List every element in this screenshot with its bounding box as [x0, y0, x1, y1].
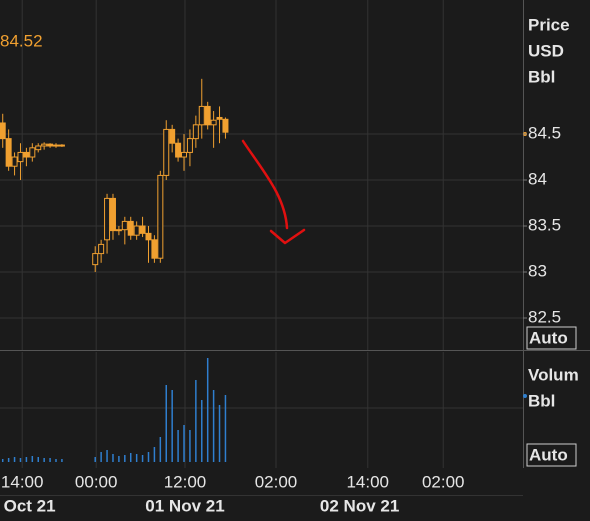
- last-price-label: 84.52: [0, 31, 43, 50]
- candle-body: [41, 143, 48, 147]
- x-tick-label: 02:00: [422, 472, 465, 491]
- x-tick-label: 00:00: [75, 472, 118, 491]
- axis-label: Bbl: [528, 67, 555, 86]
- candle-body: [145, 232, 152, 241]
- candle-body: [175, 142, 182, 158]
- y-tick-label: 83.5: [528, 215, 561, 234]
- x-tick-label: 12:00: [164, 472, 207, 491]
- candle-body: [29, 147, 36, 158]
- candle-body: [192, 124, 199, 140]
- auto-box: [526, 326, 577, 350]
- candle-body: [52, 144, 59, 147]
- candle-body: [121, 220, 128, 231]
- candle-body: [115, 229, 122, 232]
- candle-body: [127, 220, 134, 236]
- candle-body: [198, 105, 205, 126]
- candle-body: [222, 118, 229, 133]
- x-tick-label: 14:00: [1, 472, 44, 491]
- candle-body: [104, 197, 111, 241]
- candle-body: [139, 225, 146, 234]
- candle-body: [35, 145, 42, 151]
- candle-body: [204, 105, 211, 126]
- candle-body: [181, 151, 188, 158]
- candle-body: [47, 143, 54, 147]
- y-tick-label: 83: [528, 261, 547, 280]
- axis-label: Bbl: [528, 391, 555, 410]
- date-label: 02 Nov 21: [320, 496, 399, 515]
- candle-body: [98, 243, 105, 255]
- axis-label: Price: [528, 15, 570, 34]
- candle-body: [109, 197, 116, 232]
- scale-mode[interactable]: Auto: [529, 445, 568, 464]
- y-tick-label: 82.5: [528, 307, 561, 326]
- candle-body: [92, 253, 99, 266]
- annotation-arrowhead: [269, 228, 306, 245]
- date-label: 01 Nov 21: [145, 496, 224, 515]
- annotation-arrow: [241, 139, 289, 230]
- auto-box: [526, 443, 577, 467]
- volume-marker: [523, 394, 527, 398]
- candle-body: [186, 138, 193, 153]
- candle-body: [151, 239, 158, 259]
- candle-body: [58, 144, 65, 147]
- axis-label: USD: [528, 41, 564, 60]
- y-tick-label: 84: [528, 169, 547, 188]
- y-tick-label: 84.5: [528, 124, 561, 143]
- candle-body: [157, 174, 164, 259]
- candle-body: [133, 225, 140, 236]
- candle-body: [216, 116, 223, 120]
- candle-body: [210, 119, 217, 126]
- candle-body: [17, 151, 24, 163]
- candle-body: [5, 138, 12, 167]
- candle-body: [169, 128, 176, 144]
- candle-body: [0, 122, 6, 140]
- x-tick-label: 14:00: [346, 472, 389, 491]
- candle-body: [11, 156, 18, 167]
- grid: [0, 0, 527, 468]
- axis-label: Volum: [528, 365, 579, 384]
- date-label: Oct 21: [4, 496, 56, 515]
- marks: [0, 78, 229, 462]
- candle-body: [23, 151, 30, 158]
- scale-mode[interactable]: Auto: [529, 328, 568, 347]
- candle-body: [163, 128, 170, 176]
- x-tick-label: 02:00: [255, 472, 298, 491]
